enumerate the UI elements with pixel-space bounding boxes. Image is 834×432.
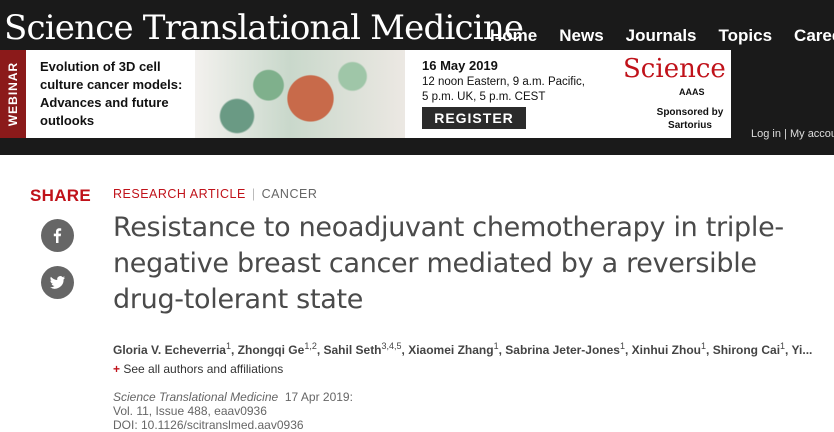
cell-culture-image xyxy=(195,50,405,138)
nav-careers[interactable]: Careers xyxy=(794,26,834,45)
nav-topics[interactable]: Topics xyxy=(718,26,773,45)
webinar-title: Evolution of 3D cell culture cancer mode… xyxy=(40,59,183,128)
author[interactable]: Shirong Cai1 xyxy=(712,341,786,357)
site-logo[interactable]: Science Translational Medicine xyxy=(4,8,524,48)
my-account-link[interactable]: My account xyxy=(789,128,834,140)
author[interactable]: Sahil Seth3,4,5 xyxy=(323,341,402,357)
article-category[interactable]: CANCER xyxy=(261,187,318,201)
webinar-tab: WEBINAR xyxy=(0,50,26,138)
article-type[interactable]: RESEARCH ARTICLE xyxy=(113,187,246,201)
doi[interactable]: DOI: 10.1126/scitranslmed.aav0936 xyxy=(113,418,304,432)
nav-journals[interactable]: Journals xyxy=(625,26,697,45)
site-header: Science Translational Medicine Home News… xyxy=(0,0,834,155)
twitter-icon xyxy=(49,276,65,289)
main-nav: Home News Journals Topics Careers xyxy=(490,26,834,46)
webinar-times: 12 noon Eastern, 9 a.m. Pacific, 5 p.m. … xyxy=(422,76,586,103)
sponsor-text: Sponsored by Sartorius xyxy=(656,107,724,131)
register-button[interactable]: REGISTER xyxy=(422,107,526,129)
publication-date: 17 Apr 2019: xyxy=(284,390,353,404)
user-nav-separator: | xyxy=(784,128,787,140)
author[interactable]: Xinhui Zhou1 xyxy=(631,341,707,357)
nav-news[interactable]: News xyxy=(559,26,604,45)
aaas-logo: AAAS xyxy=(679,87,705,97)
see-all-authors-link[interactable]: + See all authors and affiliations xyxy=(113,362,284,376)
user-nav: Log in | My account xyxy=(751,128,834,140)
facebook-share-button[interactable] xyxy=(41,219,74,252)
twitter-share-button[interactable] xyxy=(41,266,74,299)
kicker-separator: | xyxy=(251,187,256,201)
author[interactable]: Gloria V. Echeverria1 xyxy=(113,341,231,357)
login-link[interactable]: Log in xyxy=(751,128,781,140)
article-kicker: RESEARCH ARTICLE | CANCER xyxy=(113,187,317,201)
plus-icon: + xyxy=(113,362,121,376)
science-logo: Science xyxy=(623,54,726,84)
journal-name: Science Translational Medicine xyxy=(113,390,279,404)
author[interactable]: Sabrina Jeter-Jones1 xyxy=(505,341,625,357)
author[interactable]: Xiaomei Zhang1 xyxy=(408,341,499,357)
author[interactable]: Zhongqi Ge1,2 xyxy=(237,341,317,357)
nav-home[interactable]: Home xyxy=(490,26,538,45)
facebook-icon xyxy=(53,228,62,243)
author-list: Gloria V. Echeverria1, Zhongqi Ge1,2, Sa… xyxy=(113,341,813,357)
share-heading: SHARE xyxy=(30,186,92,205)
citation-info: Science Translational Medicine 17 Apr 20… xyxy=(113,390,353,432)
volume-issue: Vol. 11, Issue 488, eaav0936 xyxy=(113,404,267,418)
webinar-date: 16 May 2019 xyxy=(422,58,498,73)
author[interactable]: Yi... xyxy=(791,343,813,357)
webinar-banner[interactable]: WEBINAR Evolution of 3D cell culture can… xyxy=(0,50,731,138)
article-title: Resistance to neoadjuvant chemotherapy i… xyxy=(113,212,784,315)
